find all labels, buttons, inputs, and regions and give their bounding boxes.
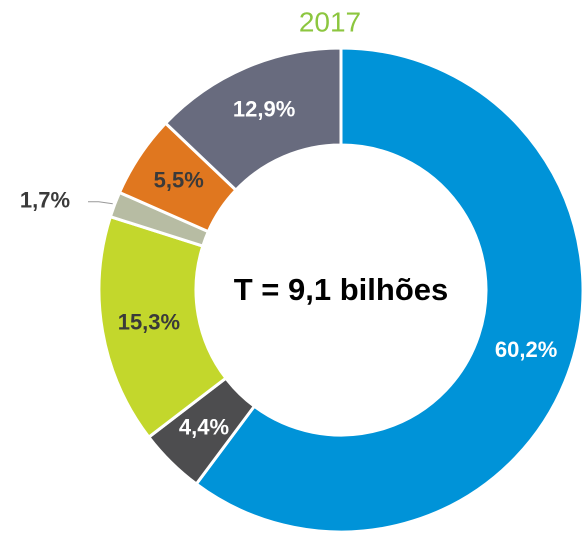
data-label: 4,4% [179,415,229,440]
data-label: 5,5% [154,168,204,193]
donut-slice [163,46,343,193]
chart-title: 2017 [299,6,361,37]
center-text: T = 9,1 bilhões [234,272,449,307]
leader-line [88,201,113,205]
donut-slice [194,46,584,534]
data-label: 60,2% [495,337,557,362]
data-label: 12,9% [233,97,295,122]
data-label: 15,3% [118,309,180,334]
data-label: 1,7% [20,188,70,213]
